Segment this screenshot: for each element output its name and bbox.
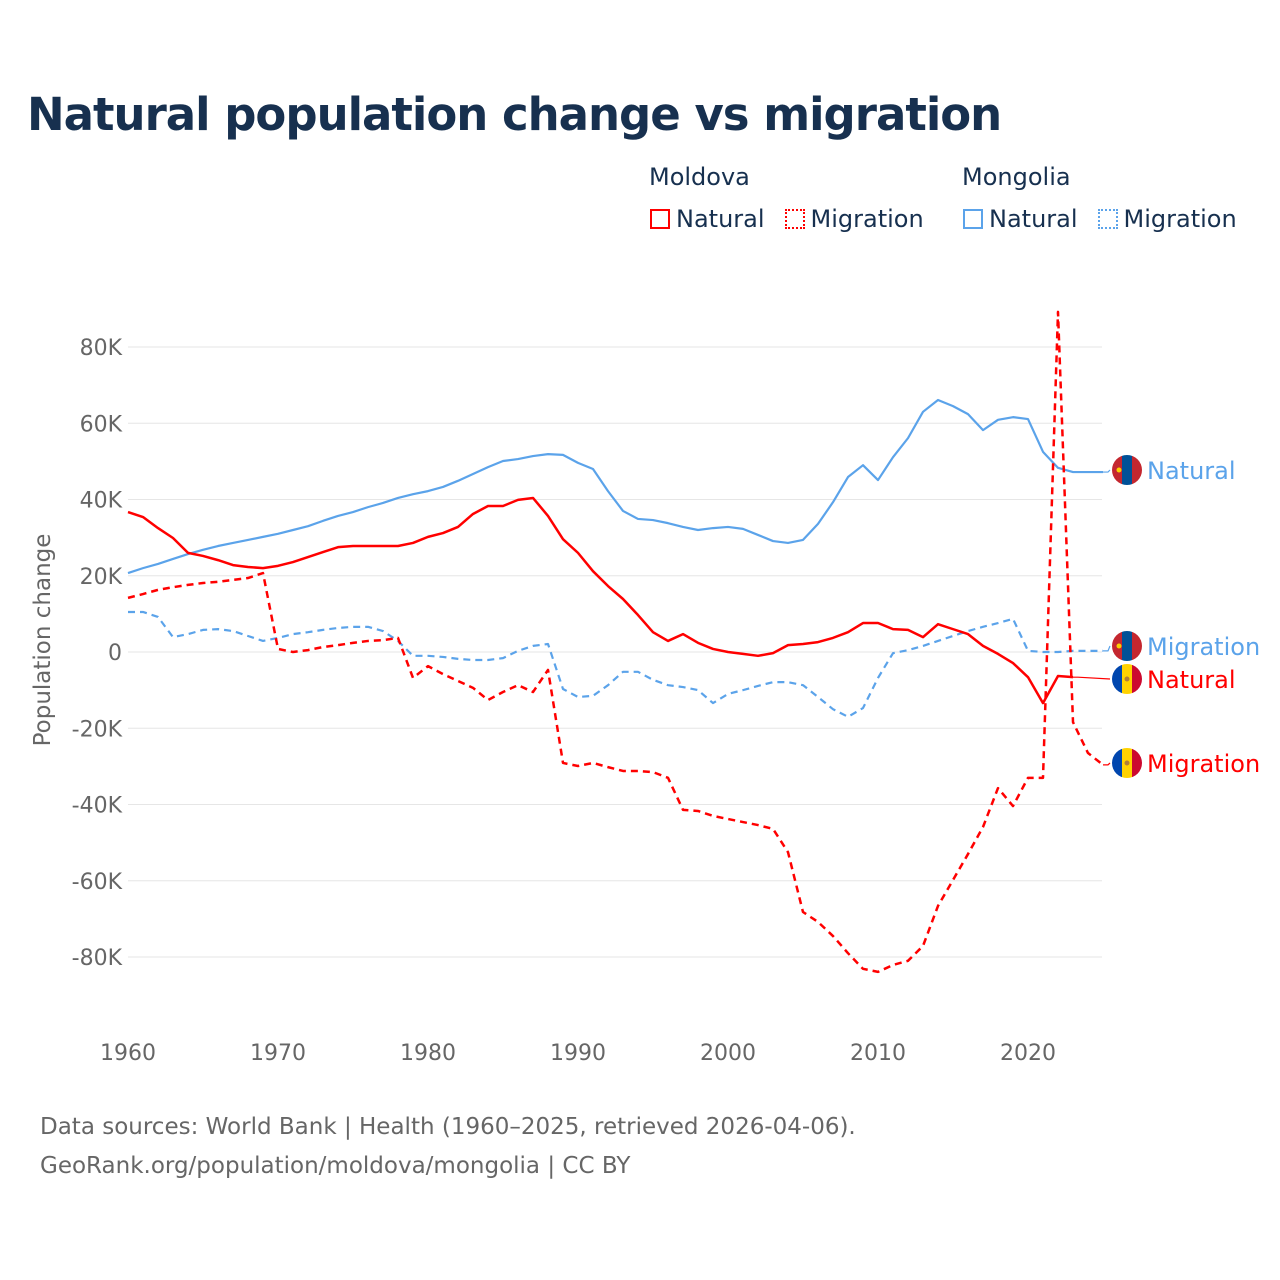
x-tick-label: 1960: [100, 1041, 156, 1066]
source-link[interactable]: GeoRank.org/population/moldova/mongolia …: [40, 1153, 631, 1179]
y-tick-label: -20K: [72, 717, 123, 742]
source-note: Data sources: World Bank | Health (1960–…: [40, 1108, 856, 1186]
y-tick-label: 20K: [80, 565, 123, 590]
y-axis-label: Population change: [30, 534, 56, 747]
chart-title: Natural population change vs migration: [27, 88, 1002, 141]
legend-label: Natural: [989, 205, 1078, 233]
flag-emblem: [1124, 676, 1130, 682]
flag-stripe: [1112, 664, 1122, 694]
x-tick-label: 1990: [550, 1041, 606, 1066]
legend-swatch-dashed: [784, 209, 805, 229]
mongolia-flag-icon: [1112, 455, 1142, 485]
flag-emblem: [1116, 467, 1122, 473]
label-connector: [1103, 762, 1111, 766]
flag-stripe: [1122, 631, 1132, 661]
flag-stripe: [1122, 455, 1132, 485]
y-tick-label: 80K: [80, 336, 123, 361]
series-line-mongolia-natural: [127, 398, 1103, 575]
legend-swatch-solid: [650, 209, 670, 229]
legend-label: Migration: [810, 205, 924, 233]
series-end-label: Natural: [1147, 666, 1236, 694]
series-line-moldova-natural: [127, 496, 1074, 705]
source-line: Data sources: World Bank | Health (1960–…: [40, 1114, 856, 1140]
flag-stripe: [1132, 664, 1142, 694]
flag-emblem: [1116, 643, 1122, 649]
flag-stripe: [1132, 455, 1142, 485]
legend-label: Migration: [1123, 205, 1237, 233]
flag-emblem: [1124, 760, 1130, 766]
series-end-label: Migration: [1147, 750, 1260, 778]
moldova-flag-icon: [1112, 748, 1142, 778]
moldova-flag-icon: [1112, 664, 1142, 694]
y-tick-label: 0: [108, 641, 122, 666]
x-tick-label: 1980: [400, 1041, 456, 1066]
y-tick-label: -40K: [72, 794, 123, 819]
series-end-label: Migration: [1147, 633, 1260, 661]
legend-swatch-solid: [963, 209, 983, 229]
y-tick-label: -80K: [72, 946, 123, 971]
legend-item-moldova-natural[interactable]: Natural: [650, 205, 765, 233]
legend-item-moldova-migration[interactable]: Migration: [784, 205, 924, 233]
x-tick-label: 2000: [700, 1041, 756, 1066]
legend-item-mongolia-natural[interactable]: Natural: [963, 205, 1078, 233]
label-connector: [1103, 645, 1111, 652]
series-line-mongolia-migration: [128, 610, 1103, 718]
x-tick-label: 1970: [250, 1041, 306, 1066]
series-end-label: Natural: [1147, 457, 1236, 485]
y-tick-label: 60K: [80, 412, 123, 437]
label-connector: [1103, 469, 1111, 473]
legend-item-mongolia-migration[interactable]: Migration: [1097, 205, 1237, 233]
legend-mongolia-items: Natural Migration: [963, 205, 1237, 233]
y-tick-label: -60K: [72, 870, 123, 895]
label-connector: [1073, 676, 1111, 680]
mongolia-flag-icon: [1112, 631, 1142, 661]
x-tick-label: 2020: [1000, 1041, 1056, 1066]
y-tick-label: 40K: [80, 489, 123, 514]
legend-moldova-items: Natural Migration: [650, 205, 924, 233]
legend-group-moldova: Moldova: [649, 163, 750, 191]
flag-stripe: [1112, 748, 1122, 778]
x-tick-label: 2010: [850, 1041, 906, 1066]
legend-label: Natural: [676, 205, 765, 233]
flag-stripe: [1132, 748, 1142, 778]
legend-swatch-dashed: [1097, 209, 1118, 229]
series-line-moldova-migration: [127, 310, 1104, 974]
flag-stripe: [1132, 631, 1142, 661]
legend-group-mongolia: Mongolia: [962, 163, 1071, 191]
